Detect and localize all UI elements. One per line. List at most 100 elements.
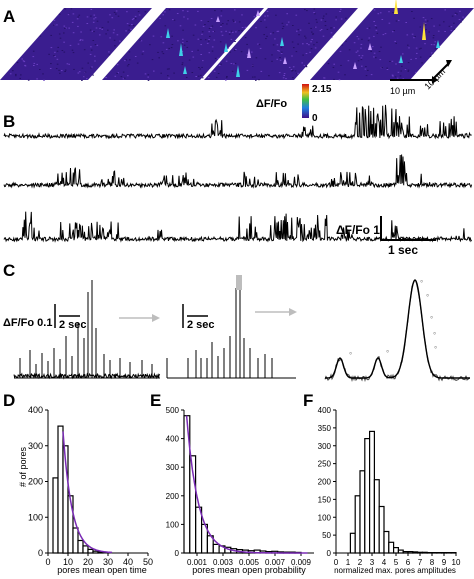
trace-c-1 xyxy=(13,280,161,380)
surface-noise xyxy=(407,44,409,46)
surface-noise xyxy=(168,77,170,79)
surface-peak xyxy=(179,43,183,56)
surface-noise xyxy=(356,36,359,37)
surface-noise xyxy=(64,8,67,10)
surface-noise xyxy=(313,8,316,10)
surface-noise xyxy=(117,15,120,17)
y-tick-label: 250 xyxy=(318,460,332,469)
surface-noise xyxy=(208,39,210,41)
surface-noise xyxy=(54,55,56,57)
x-tick-label: 0.001 xyxy=(187,558,208,567)
fit-marker: ° xyxy=(433,331,436,340)
surface-noise xyxy=(201,33,203,35)
surface-noise xyxy=(278,72,281,74)
surface-noise xyxy=(167,75,169,77)
surface-noise xyxy=(335,16,337,18)
surface-noise xyxy=(375,27,378,29)
surface-noise xyxy=(279,57,281,59)
surface-noise xyxy=(379,59,382,61)
surface-noise xyxy=(168,68,170,70)
surface-noise xyxy=(19,77,21,79)
surface-noise xyxy=(234,49,236,51)
surface-noise xyxy=(358,55,361,57)
surface-noise xyxy=(142,50,145,52)
surface-noise xyxy=(12,70,14,72)
surface-noise xyxy=(275,14,277,16)
arrow-c-2 xyxy=(255,308,297,316)
surface-noise xyxy=(420,47,422,49)
x-tick-label: 0 xyxy=(334,558,339,567)
surface-noise xyxy=(314,13,316,15)
surface-noise xyxy=(265,26,268,28)
surface-noise xyxy=(424,22,427,24)
surface-noise xyxy=(64,27,66,29)
surface-noise xyxy=(126,23,129,25)
surface-noise xyxy=(181,64,184,66)
surface-peak xyxy=(216,16,220,22)
surface-noise xyxy=(157,51,159,53)
surface-noise xyxy=(144,73,147,75)
surface-noise xyxy=(162,42,165,44)
surface-noise xyxy=(365,66,367,68)
surface-noise xyxy=(99,34,101,36)
surface-noise xyxy=(395,42,397,44)
surface-noise xyxy=(345,17,347,19)
surface-noise xyxy=(213,70,216,72)
surface-peak xyxy=(436,40,440,48)
surface-noise xyxy=(395,20,398,22)
surface-noise xyxy=(214,57,217,59)
surface-noise xyxy=(210,27,212,28)
surface-noise xyxy=(367,69,369,71)
histogram-bar xyxy=(52,477,59,554)
surface-noise xyxy=(298,34,300,36)
y-tick-label: 300 xyxy=(318,442,332,451)
surface-noise xyxy=(400,70,402,72)
surface-noise xyxy=(201,66,203,68)
surface-noise xyxy=(217,73,220,74)
surface-noise xyxy=(122,71,125,73)
surface-noise xyxy=(373,35,375,37)
surface-noise xyxy=(287,21,290,23)
histogram-bar xyxy=(212,543,220,554)
surface-noise xyxy=(264,19,266,21)
surface-noise xyxy=(295,51,298,53)
surface-noise xyxy=(295,14,298,16)
surface-noise xyxy=(188,59,191,61)
surface-noise xyxy=(292,66,295,68)
histogram-bar xyxy=(97,551,104,554)
surface-plots xyxy=(0,8,474,81)
surface-noise xyxy=(281,28,284,30)
surface-noise xyxy=(376,32,379,34)
surface-noise xyxy=(33,62,36,64)
surface-noise xyxy=(407,62,410,64)
surface-noise xyxy=(450,30,453,32)
surface-noise xyxy=(339,50,342,52)
surface-noise xyxy=(391,74,394,76)
panel-label-d: D xyxy=(3,391,15,410)
surface-noise xyxy=(397,71,400,73)
surface-noise xyxy=(109,14,111,16)
surface-noise xyxy=(286,13,288,15)
surface-noise xyxy=(89,53,92,55)
surface-noise xyxy=(200,74,202,76)
surface-noise xyxy=(234,21,236,23)
y-tick-label: 500 xyxy=(166,406,180,415)
surface-noise xyxy=(221,34,224,36)
surface-noise xyxy=(311,39,313,40)
surface-noise xyxy=(120,76,123,78)
surface-noise xyxy=(94,17,97,19)
surface-noise xyxy=(271,60,273,62)
surface-noise xyxy=(63,32,65,34)
surface-noise xyxy=(208,31,210,33)
surface-noise xyxy=(370,50,372,52)
surface-noise xyxy=(199,68,201,70)
surface-noise xyxy=(83,76,85,78)
surface-noise xyxy=(107,21,109,23)
surface-noise xyxy=(379,12,382,14)
surface-noise xyxy=(324,20,327,22)
surface-noise xyxy=(323,15,325,17)
surface-noise xyxy=(113,11,116,13)
surface-noise xyxy=(90,46,92,48)
histogram-bar xyxy=(92,550,99,554)
surface-noise xyxy=(93,18,95,20)
